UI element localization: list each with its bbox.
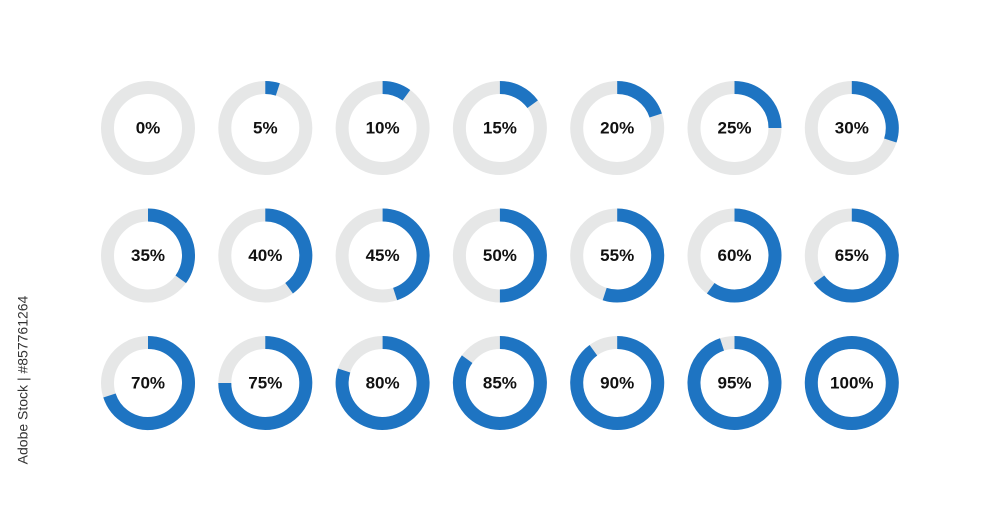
value-label: 100% xyxy=(830,373,873,392)
watermark: Adobe Stock | #857761264 xyxy=(15,295,31,464)
progress-arc xyxy=(687,336,782,430)
progress-arc xyxy=(616,81,662,118)
progress-arc xyxy=(452,336,547,430)
value-label: 0% xyxy=(136,118,161,137)
value-label: 40% xyxy=(248,246,282,265)
track xyxy=(101,81,195,175)
value-label: 65% xyxy=(835,246,869,265)
progress-arc xyxy=(382,208,430,301)
progress-arc xyxy=(335,336,430,430)
value-label: 70% xyxy=(131,373,165,392)
progress-arc xyxy=(804,336,899,431)
progress-arc xyxy=(264,208,313,294)
value-label: 95% xyxy=(717,373,751,392)
progress-arc xyxy=(734,81,782,129)
value-label: 50% xyxy=(483,246,517,265)
progress-arc xyxy=(851,81,899,143)
progress-arc xyxy=(103,336,195,430)
progress-arc xyxy=(499,81,538,109)
progress-arc xyxy=(813,208,899,303)
progress-arc xyxy=(265,81,280,96)
value-label: 80% xyxy=(366,373,400,392)
value-label: 5% xyxy=(253,118,278,137)
value-label: 75% xyxy=(248,373,282,392)
value-label: 15% xyxy=(483,118,517,137)
progress-arc xyxy=(499,208,547,303)
value-label: 30% xyxy=(835,118,869,137)
value-label: 20% xyxy=(600,118,634,137)
value-label: 90% xyxy=(600,373,634,392)
value-label: 60% xyxy=(717,246,751,265)
value-label: 45% xyxy=(366,246,400,265)
value-label: 25% xyxy=(717,118,751,137)
progress-arc xyxy=(218,336,313,430)
value-label: 55% xyxy=(600,246,634,265)
progress-arc xyxy=(382,81,411,101)
progress-arc xyxy=(602,208,665,303)
progress-arc xyxy=(147,208,195,284)
value-label: 10% xyxy=(366,118,400,137)
progress-arc xyxy=(706,208,782,303)
value-label: 35% xyxy=(131,246,165,265)
progress-arc xyxy=(570,336,665,430)
value-label: 85% xyxy=(483,373,517,392)
